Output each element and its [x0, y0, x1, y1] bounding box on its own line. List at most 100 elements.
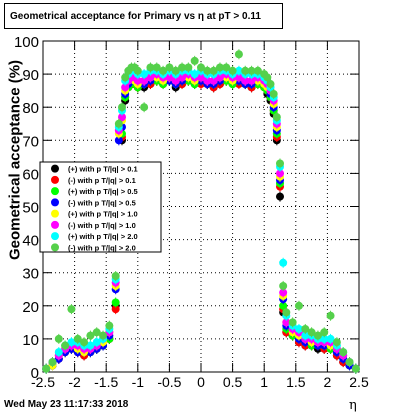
data-point: [253, 66, 262, 75]
data-point: [279, 258, 288, 267]
data-point: [266, 80, 275, 89]
data-point: [282, 308, 291, 317]
data-point: [92, 328, 101, 337]
data-point: [197, 63, 205, 72]
data-point: [54, 334, 63, 343]
data-point: [121, 73, 130, 82]
data-point: [114, 136, 123, 145]
legend-label: (+) with p T/|q| > 0.5: [68, 187, 138, 196]
data-point: [301, 331, 310, 340]
data-point: [234, 66, 243, 75]
y-tick-label: 90: [22, 67, 39, 84]
legend-marker: [51, 220, 59, 229]
legend-label: (+) with p T/|q| > 0.1: [68, 165, 138, 174]
data-point: [42, 364, 51, 373]
legend-marker: [51, 164, 59, 173]
data-point: [111, 298, 120, 307]
y-tick-label: 20: [22, 299, 39, 316]
data-point: [269, 89, 278, 98]
data-point: [279, 281, 288, 290]
data-point: [118, 113, 126, 122]
data-point: [209, 66, 218, 75]
y-axis-label: Geometrical acceptance (%): [6, 59, 24, 261]
data-point: [282, 318, 291, 327]
data-point: [301, 324, 310, 333]
data-point: [105, 321, 114, 330]
data-point: [178, 73, 187, 82]
data-point: [114, 119, 123, 128]
data-point: [294, 324, 303, 333]
data-point: [279, 301, 288, 310]
data-point: [247, 66, 256, 75]
data-point: [121, 83, 130, 92]
x-tick-label: 2: [324, 374, 332, 390]
data-point: [140, 103, 149, 112]
legend-marker: [51, 175, 59, 184]
legend-marker: [51, 198, 59, 207]
data-points: [42, 49, 360, 374]
y-tick-label: 80: [22, 100, 39, 117]
timestamp: Wed May 23 11:17:33 2018: [4, 399, 129, 410]
data-point: [276, 159, 284, 168]
data-point: [86, 341, 95, 350]
data-point: [111, 305, 120, 314]
y-tick-label: 30: [22, 266, 39, 283]
data-point: [146, 63, 155, 72]
y-tick-label: 50: [22, 200, 39, 217]
data-point: [332, 338, 341, 347]
data-point: [339, 348, 348, 357]
data-point: [184, 63, 193, 72]
data-point: [165, 63, 174, 72]
data-point: [133, 76, 142, 85]
data-point: [111, 272, 120, 281]
data-point: [345, 358, 354, 367]
data-point: [99, 331, 108, 340]
data-point: [294, 301, 303, 310]
x-tick-label: 1: [260, 374, 268, 390]
data-point: [351, 364, 360, 373]
x-tick-label: 0: [197, 374, 205, 390]
legend-label: (+) with p T/|q| > 1.0: [68, 210, 138, 219]
chart-title: Geometrical acceptance for Primary vs η …: [4, 3, 283, 29]
data-point: [326, 334, 335, 343]
y-tick-label: 70: [22, 133, 39, 150]
y-tick-label: 60: [22, 166, 39, 183]
legend-label: (+) with p T/|q| > 2.0: [68, 232, 138, 241]
data-point: [61, 341, 70, 350]
x-tick-label: -1: [132, 374, 145, 390]
data-point: [320, 328, 329, 337]
data-point: [190, 56, 199, 65]
data-point: [178, 63, 187, 72]
data-point: [73, 334, 82, 343]
x-tick-label: -2.5: [31, 374, 55, 390]
data-point: [307, 328, 316, 337]
data-point: [326, 311, 335, 320]
data-point: [140, 70, 149, 79]
series-8: [42, 49, 360, 374]
data-point: [241, 66, 250, 75]
data-point: [133, 66, 142, 75]
x-tick-label: 1.5: [286, 374, 306, 390]
data-point: [234, 50, 243, 59]
data-point: [171, 66, 180, 75]
y-tick-label: 40: [22, 233, 39, 250]
y-tick-label: 100: [14, 34, 39, 51]
legend-label: (-) with p T/|q| > 0.5: [68, 198, 136, 207]
legend: (+) with p T/|q| > 0.1 (-) with p T/|q| >…: [39, 161, 162, 253]
data-point: [171, 76, 180, 85]
data-point: [67, 338, 76, 347]
data-point: [313, 331, 322, 340]
legend-box: [39, 161, 162, 253]
data-point: [54, 348, 63, 357]
data-point: [234, 73, 243, 82]
legend-marker: [51, 187, 59, 196]
legend-marker: [51, 209, 59, 218]
data-point: [67, 305, 76, 314]
x-tick-label: 2.5: [349, 374, 369, 390]
legend-label: (-) with p T/|q| > 1.0: [68, 221, 136, 230]
data-point: [215, 73, 224, 82]
legend-label: (-) with p T/|q| > 2.0: [68, 243, 136, 252]
data-point: [209, 76, 218, 85]
data-point: [190, 70, 199, 79]
